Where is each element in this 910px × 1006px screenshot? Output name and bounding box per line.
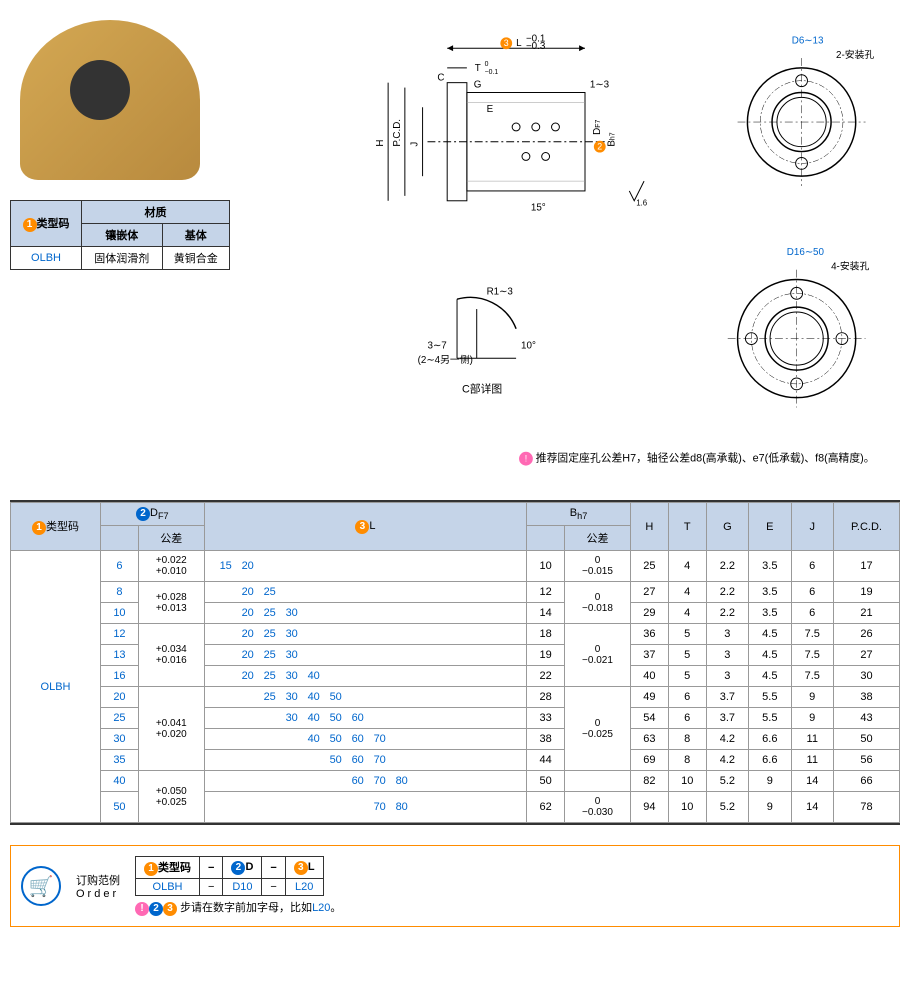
svg-text:D16∼50: D16∼50: [787, 247, 825, 258]
svg-text:D6∼13: D6∼13: [792, 35, 824, 46]
svg-text:10°: 10°: [521, 340, 536, 351]
svg-text:1.6: 1.6: [636, 199, 648, 208]
svg-text:L: L: [516, 38, 522, 49]
svg-text:2-安装孔: 2-安装孔: [836, 48, 874, 61]
svg-text:G: G: [474, 80, 482, 91]
svg-text:3: 3: [504, 38, 509, 48]
order-section: 🛒 订购范例 Order 1类型码 − 2D − 3L OLBH − D10 −…: [10, 845, 900, 927]
order-label: 订购范例 Order: [76, 872, 120, 900]
svg-text:J: J: [410, 142, 421, 147]
svg-text:C: C: [437, 73, 444, 84]
material-sub-base: 基体: [162, 224, 230, 247]
svg-text:R1∼3: R1∼3: [487, 286, 514, 297]
svg-text:0: 0: [485, 61, 489, 68]
material-table: 1类型码 材质 镶嵌体 基体 OLBH 固体润滑剂 黄铜合金: [10, 200, 230, 270]
material-header-type: 类型码: [37, 218, 70, 230]
main-table: 1类型码2DF73LBh7HTGEJP.C.D.公差公差OLBH6+0.022 …: [10, 502, 900, 823]
svg-text:T: T: [475, 63, 481, 74]
svg-text:1∼3: 1∼3: [590, 80, 610, 91]
svg-text:推荐固定座孔公差H7，轴径公差d8(高承载)、e7(低承载): 推荐固定座孔公差H7，轴径公差d8(高承载)、e7(低承载)、f8(高精度)。: [536, 451, 875, 465]
order-table: 1类型码 − 2D − 3L OLBH − D10 − L20: [135, 856, 324, 896]
cart-icon: 🛒: [21, 866, 61, 906]
svg-text:!: !: [525, 454, 527, 464]
svg-text:15°: 15°: [531, 203, 546, 214]
svg-text:DF7: DF7: [592, 120, 603, 135]
svg-text:(2∼4另一侧): (2∼4另一侧): [418, 353, 473, 366]
material-sub-insert: 镶嵌体: [82, 224, 162, 247]
svg-text:2: 2: [597, 142, 602, 152]
svg-text:H: H: [375, 140, 386, 147]
svg-text:−0.3: −0.3: [526, 41, 546, 52]
svg-text:4-安装孔: 4-安装孔: [831, 260, 869, 273]
svg-text:Bh7: Bh7: [607, 132, 618, 146]
material-header-material: 材质: [82, 201, 230, 224]
svg-text:3∼7: 3∼7: [428, 340, 447, 351]
material-base-val: 黄铜合金: [162, 247, 230, 270]
svg-text:−0.1: −0.1: [485, 69, 499, 76]
material-insert-val: 固体润滑剂: [82, 247, 162, 270]
svg-text:P.C.D.: P.C.D.: [392, 119, 403, 147]
svg-text:E: E: [487, 104, 494, 115]
svg-text:C部详图: C部详图: [462, 382, 502, 396]
badge-1-icon: 1: [23, 218, 37, 232]
material-code: OLBH: [11, 247, 82, 270]
diagram-area: 3 L −0.1 −0.3 T 0 −0.1 C G E 1∼3 H P.C.D…: [270, 10, 900, 490]
product-image: [20, 20, 200, 180]
